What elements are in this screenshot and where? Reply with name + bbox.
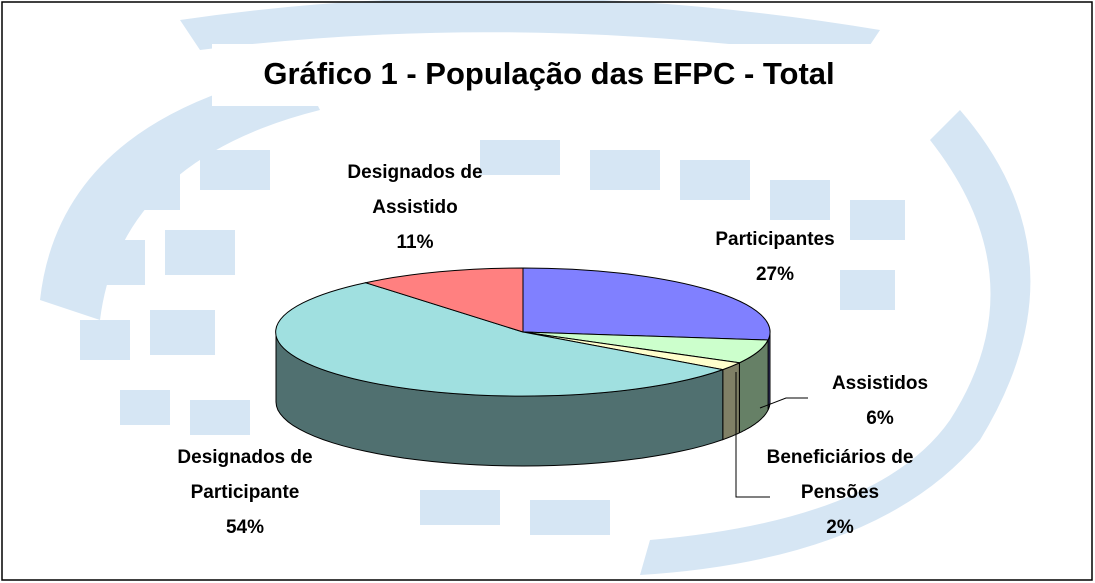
slice-label: Designados de Participante 54% [140, 440, 350, 545]
slice-label: Beneficiários de Pensões 2% [765, 440, 915, 545]
title-box [212, 44, 887, 106]
value-label: 27% [755, 264, 795, 285]
value-label: 2% [826, 517, 854, 538]
leader-line [735, 372, 770, 498]
slice-side [722, 361, 740, 441]
slice [522, 267, 771, 341]
pie [275, 267, 771, 467]
category-label: Participantes [715, 229, 835, 250]
category-label: Designados de Assistido [347, 162, 483, 218]
chart-title: Gráfico 1 - População das EFPC - Total [263, 56, 834, 91]
slice [363, 267, 524, 333]
category-label: Beneficiários de Pensões [766, 447, 914, 503]
slice-label: Assistidos 6% [805, 366, 955, 436]
category-label: Assistidos [831, 373, 929, 394]
slice-label: Designados de Assistido 11% [330, 155, 500, 260]
slice-label: Participantes 27% [675, 222, 875, 292]
leader-line [759, 397, 808, 409]
value-label: 11% [396, 232, 434, 253]
slice [275, 282, 725, 397]
category-label: Designados de Participante [177, 447, 313, 503]
background-pattern [40, 0, 1031, 575]
value-label: 6% [866, 408, 894, 429]
value-label: 54% [225, 517, 265, 538]
